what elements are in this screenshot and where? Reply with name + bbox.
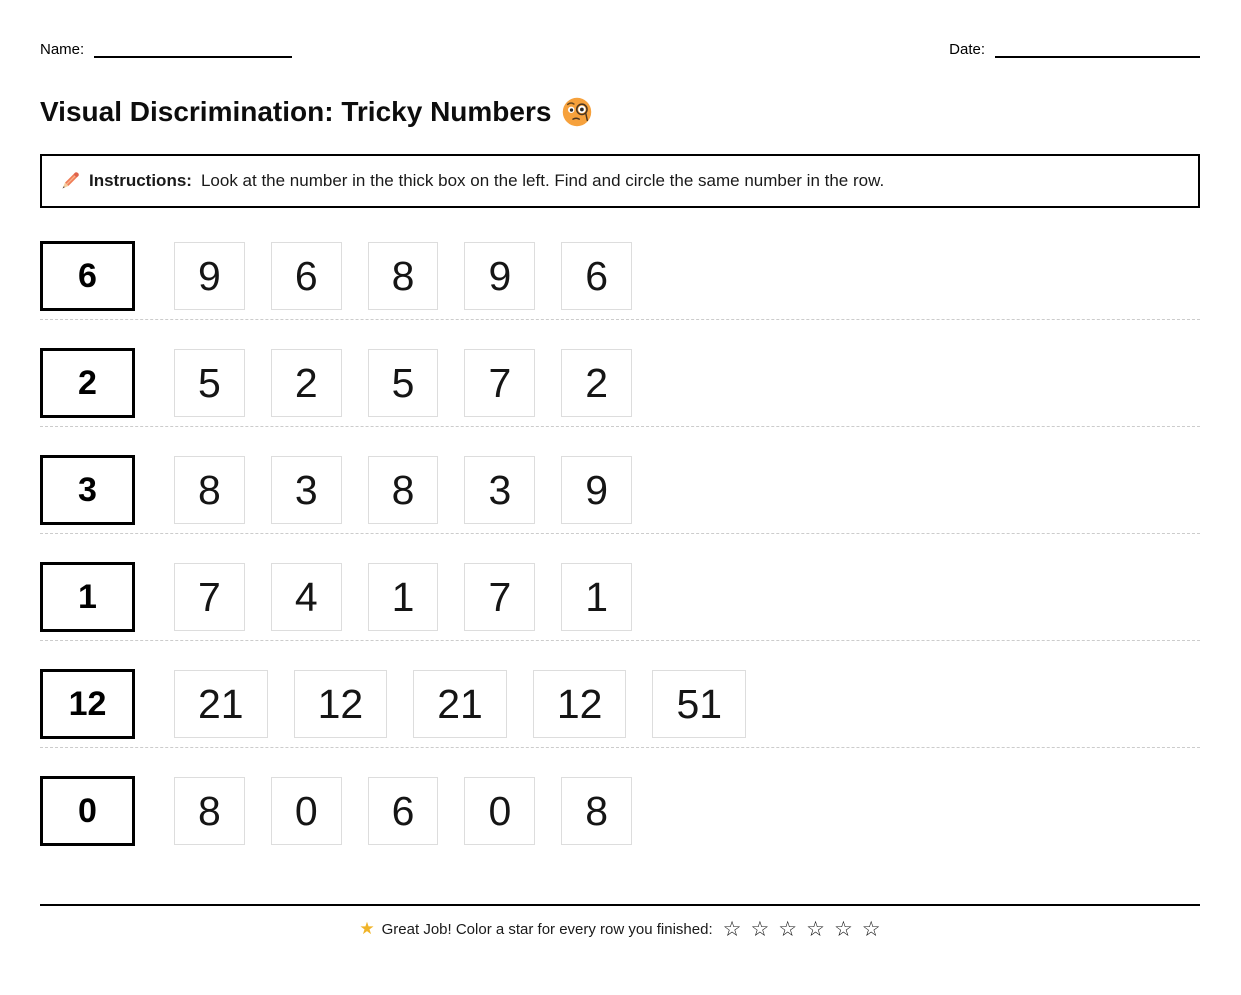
- options-group: 8 0 6 0 8: [174, 777, 633, 845]
- target-box: 0: [40, 776, 135, 846]
- target-box: 12: [40, 669, 135, 739]
- option-cell[interactable]: 8: [174, 456, 245, 524]
- row-separator: [40, 319, 1200, 320]
- target-box: 6: [40, 241, 135, 311]
- option-cell[interactable]: 21: [174, 670, 268, 738]
- date-field: Date:: [949, 41, 1200, 58]
- row-separator: [40, 640, 1200, 641]
- worksheet-row-1: 6 9 6 8 9 6: [40, 241, 1200, 311]
- page-title: Visual Discrimination: Tricky Numbers: [40, 96, 1200, 128]
- worksheet-row-6: 0 8 0 6 0 8: [40, 776, 1200, 846]
- reward-stars: ☆ ☆ ☆ ☆ ☆ ☆: [723, 919, 881, 940]
- option-cell[interactable]: 8: [561, 777, 633, 845]
- name-input-line[interactable]: [94, 44, 293, 58]
- worksheet-row-2: 2 5 2 5 7 2: [40, 348, 1200, 418]
- option-cell[interactable]: 12: [532, 670, 627, 738]
- option-cell[interactable]: 5: [367, 349, 439, 417]
- option-cell[interactable]: 8: [367, 242, 439, 310]
- worksheet-rows: 6 9 6 8 9 6 2 5 2 5 7 2 3 8: [40, 241, 1200, 846]
- name-label: Name:: [40, 41, 85, 58]
- option-cell[interactable]: 7: [464, 563, 536, 631]
- pencil-icon: [62, 172, 79, 189]
- option-cell[interactable]: 21: [413, 670, 507, 738]
- worksheet-page: Name: Date: Visual Discrimination: Trick…: [40, 41, 1200, 940]
- option-cell[interactable]: 3: [464, 456, 536, 524]
- options-group: 9 6 8 9 6: [174, 242, 633, 310]
- target-box: 1: [40, 562, 135, 632]
- target-box: 3: [40, 455, 135, 525]
- option-cell[interactable]: 1: [561, 563, 633, 631]
- date-input-line[interactable]: [995, 44, 1200, 58]
- worksheet-row-4: 1 7 4 1 7 1: [40, 562, 1200, 632]
- option-cell[interactable]: 6: [561, 242, 633, 310]
- star-outline-icon[interactable]: ☆: [778, 917, 798, 941]
- star-outline-icon[interactable]: ☆: [833, 917, 853, 941]
- star-filled-icon: ★: [359, 919, 375, 939]
- option-cell[interactable]: 2: [270, 349, 342, 417]
- name-field: Name:: [40, 41, 293, 58]
- footer-text: Great Job! Color a star for every row yo…: [381, 921, 713, 938]
- option-cell[interactable]: 5: [174, 349, 245, 417]
- star-outline-icon[interactable]: ☆: [861, 917, 881, 941]
- option-cell[interactable]: 8: [174, 777, 245, 845]
- option-cell[interactable]: 4: [270, 563, 342, 631]
- option-cell[interactable]: 2: [561, 349, 633, 417]
- options-group: 5 2 5 7 2: [174, 349, 633, 417]
- option-cell[interactable]: 6: [270, 242, 342, 310]
- footer: ★ Great Job! Color a star for every row …: [40, 919, 1200, 940]
- option-cell[interactable]: 9: [464, 242, 536, 310]
- worksheet-row-5: 12 21 12 21 12 51: [40, 669, 1200, 739]
- instructions-text: Look at the number in the thick box on t…: [200, 171, 885, 190]
- target-box: 2: [40, 348, 135, 418]
- monocle-face-icon: [563, 97, 592, 127]
- option-cell[interactable]: 0: [464, 777, 536, 845]
- star-outline-icon[interactable]: ☆: [750, 917, 770, 941]
- row-separator: [40, 426, 1200, 427]
- instructions-label: Instructions:: [89, 171, 192, 190]
- header-row: Name: Date:: [40, 41, 1200, 58]
- option-cell[interactable]: 9: [174, 242, 245, 310]
- option-cell[interactable]: 3: [270, 456, 342, 524]
- row-separator: [40, 533, 1200, 534]
- options-group: 8 3 8 3 9: [174, 456, 633, 524]
- page-title-text: Visual Discrimination: Tricky Numbers: [40, 96, 552, 127]
- option-cell[interactable]: 1: [367, 563, 439, 631]
- footer-divider: [40, 904, 1200, 906]
- option-cell[interactable]: 7: [464, 349, 536, 417]
- star-outline-icon[interactable]: ☆: [722, 917, 742, 941]
- option-cell[interactable]: 6: [367, 777, 439, 845]
- instructions-box: Instructions: Look at the number in the …: [40, 154, 1200, 208]
- option-cell[interactable]: 8: [367, 456, 439, 524]
- options-group: 7 4 1 7 1: [174, 563, 633, 631]
- option-cell[interactable]: 9: [561, 456, 633, 524]
- row-separator: [40, 747, 1200, 748]
- option-cell[interactable]: 7: [174, 563, 245, 631]
- date-label: Date:: [949, 41, 985, 58]
- option-cell[interactable]: 12: [293, 670, 388, 738]
- option-cell[interactable]: 0: [270, 777, 342, 845]
- option-cell[interactable]: 51: [652, 670, 747, 738]
- options-group: 21 12 21 12 51: [174, 670, 747, 738]
- worksheet-row-3: 3 8 3 8 3 9: [40, 455, 1200, 525]
- star-outline-icon[interactable]: ☆: [806, 917, 825, 941]
